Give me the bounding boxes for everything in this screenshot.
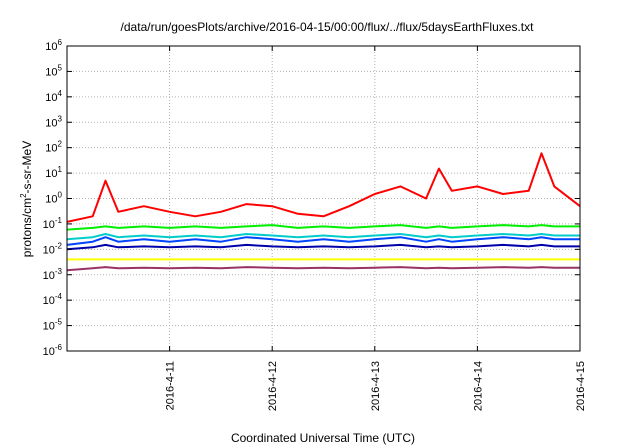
grid <box>67 46 581 351</box>
y-axis-label-sup: 2 <box>19 193 28 198</box>
y-tick-label: 102 <box>45 140 62 155</box>
plot-frame <box>66 45 581 352</box>
series-line-7 <box>66 266 580 272</box>
y-tick-base: 10 <box>43 219 55 231</box>
series-line-3 <box>66 233 580 241</box>
y-tick-exponent: -3 <box>55 267 63 276</box>
y-tick-base: 10 <box>43 244 55 256</box>
y-axis-label: protons/cm2-s-sr-MeV <box>19 141 34 257</box>
y-tick-exponent: 2 <box>58 140 63 149</box>
y-tick-exponent: -5 <box>55 318 63 327</box>
y-tick-exponent: 6 <box>58 38 63 47</box>
y-tick-label: 10-5 <box>43 318 63 333</box>
series-line-4 <box>66 236 580 246</box>
x-tick-label: 2016-4-13 <box>370 361 382 411</box>
x-axis-label: Coordinated Universal Time (UTC) <box>231 431 415 445</box>
y-tick-label: 103 <box>45 114 62 129</box>
y-tick-base: 10 <box>45 92 57 104</box>
x-tick-label: 2016-4-14 <box>472 361 484 411</box>
y-tick-label: 10-2 <box>43 241 63 256</box>
y-tick-label: 10-6 <box>43 343 63 358</box>
y-tick-label: 106 <box>45 38 62 53</box>
x-tick-label: 2016-4-15 <box>575 361 587 411</box>
x-tick-label: 2016-4-11 <box>165 361 177 410</box>
y-axis-label-base: protons/cm <box>20 198 34 257</box>
y-tick-base: 10 <box>45 41 57 53</box>
y-tick-exponent: 3 <box>58 114 63 123</box>
y-tick-base: 10 <box>43 295 55 307</box>
series-line-5 <box>66 243 580 251</box>
y-tick-exponent: 1 <box>58 165 63 174</box>
y-tick-exponent: -2 <box>55 241 63 250</box>
y-tick-exponent: -1 <box>55 216 63 225</box>
y-tick-base: 10 <box>45 194 57 206</box>
y-tick-base: 10 <box>43 321 55 333</box>
y-tick-exponent: -4 <box>55 292 63 301</box>
x-tick-label: 2016-4-12 <box>267 361 279 411</box>
y-tick-label: 10-1 <box>43 216 63 231</box>
y-tick-label: 101 <box>45 165 62 180</box>
series-line-2 <box>66 224 580 231</box>
y-tick-base: 10 <box>45 117 57 129</box>
x-axis: 2016-4-11 2016-4-12 2016-4-13 2016-4-14 2016… <box>165 46 587 411</box>
y-tick-exponent: 5 <box>58 63 63 72</box>
y-tick-exponent: 4 <box>58 89 63 98</box>
y-tick-base: 10 <box>45 168 57 180</box>
y-tick-base: 10 <box>45 143 57 155</box>
y-tick-base: 10 <box>43 270 55 282</box>
y-axis-label-rest: -s-sr-MeV <box>20 141 34 194</box>
y-tick-base: 10 <box>45 66 57 78</box>
y-tick-base: 10 <box>43 346 55 358</box>
y-tick-label: 100 <box>45 191 62 206</box>
y-tick-label: 105 <box>45 63 62 78</box>
series-line-1 <box>66 152 581 223</box>
series-layer <box>66 152 581 272</box>
y-tick-label: 104 <box>45 89 62 104</box>
chart-title: /data/run/goesPlots/archive/2016-04-15/0… <box>121 20 535 34</box>
y-tick-exponent: 0 <box>58 191 63 200</box>
y-tick-exponent: -6 <box>55 343 63 352</box>
y-axis: 10-610-510-410-310-210-11001011021031041… <box>43 38 580 358</box>
y-tick-label: 10-4 <box>43 292 63 307</box>
y-tick-label: 10-3 <box>43 267 63 282</box>
